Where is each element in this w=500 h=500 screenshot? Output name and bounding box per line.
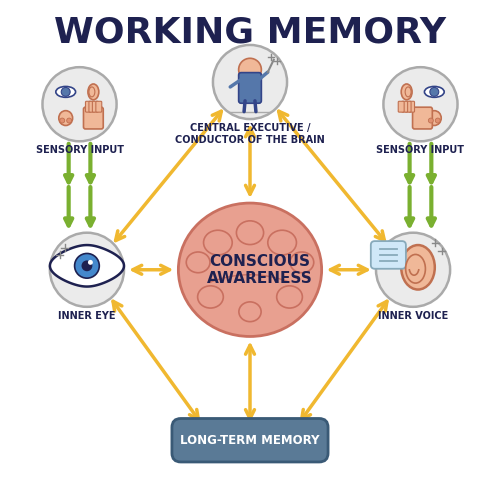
Circle shape bbox=[66, 118, 71, 123]
FancyBboxPatch shape bbox=[89, 102, 95, 112]
Ellipse shape bbox=[406, 254, 425, 283]
Circle shape bbox=[213, 45, 287, 119]
Ellipse shape bbox=[204, 230, 232, 255]
Text: INNER VOICE: INNER VOICE bbox=[378, 311, 448, 321]
Ellipse shape bbox=[276, 286, 302, 308]
Text: WORKING MEMORY: WORKING MEMORY bbox=[54, 16, 446, 50]
Text: LONG-TERM MEMORY: LONG-TERM MEMORY bbox=[180, 434, 320, 446]
Circle shape bbox=[60, 118, 64, 123]
Ellipse shape bbox=[401, 245, 435, 290]
FancyBboxPatch shape bbox=[371, 241, 406, 269]
FancyBboxPatch shape bbox=[402, 102, 407, 112]
Ellipse shape bbox=[424, 86, 444, 98]
Circle shape bbox=[42, 67, 117, 142]
Text: CONSCIOUS
AWARENESS: CONSCIOUS AWARENESS bbox=[207, 254, 313, 286]
Ellipse shape bbox=[401, 84, 412, 100]
Ellipse shape bbox=[405, 87, 411, 97]
FancyBboxPatch shape bbox=[96, 102, 102, 112]
Ellipse shape bbox=[186, 252, 210, 272]
FancyBboxPatch shape bbox=[172, 418, 328, 462]
Text: SENSORY INPUT: SENSORY INPUT bbox=[376, 145, 464, 155]
Text: INNER EYE: INNER EYE bbox=[58, 311, 116, 321]
Circle shape bbox=[376, 232, 450, 307]
Circle shape bbox=[436, 118, 440, 123]
Ellipse shape bbox=[88, 84, 99, 100]
Circle shape bbox=[384, 67, 458, 142]
FancyBboxPatch shape bbox=[398, 102, 404, 112]
Circle shape bbox=[50, 232, 124, 307]
FancyBboxPatch shape bbox=[405, 102, 411, 112]
Circle shape bbox=[88, 260, 93, 265]
Text: CENTRAL EXECUTIVE /
CONDUCTOR OF THE BRAIN: CENTRAL EXECUTIVE / CONDUCTOR OF THE BRA… bbox=[175, 123, 325, 146]
Ellipse shape bbox=[290, 252, 314, 272]
Ellipse shape bbox=[239, 302, 261, 322]
Ellipse shape bbox=[89, 87, 95, 97]
Ellipse shape bbox=[198, 286, 224, 308]
Circle shape bbox=[82, 260, 92, 271]
Ellipse shape bbox=[59, 110, 72, 126]
FancyBboxPatch shape bbox=[86, 102, 91, 112]
FancyBboxPatch shape bbox=[412, 107, 432, 129]
Circle shape bbox=[428, 118, 434, 123]
Ellipse shape bbox=[428, 110, 441, 126]
Ellipse shape bbox=[56, 86, 76, 98]
Polygon shape bbox=[50, 245, 124, 286]
Circle shape bbox=[74, 254, 100, 278]
Circle shape bbox=[61, 88, 70, 96]
Ellipse shape bbox=[236, 221, 264, 244]
FancyBboxPatch shape bbox=[84, 107, 103, 129]
Text: SENSORY INPUT: SENSORY INPUT bbox=[36, 145, 124, 155]
Ellipse shape bbox=[178, 203, 322, 336]
Ellipse shape bbox=[268, 230, 296, 255]
Circle shape bbox=[238, 58, 262, 81]
FancyBboxPatch shape bbox=[408, 102, 414, 112]
Circle shape bbox=[430, 88, 439, 96]
FancyBboxPatch shape bbox=[238, 72, 262, 103]
FancyBboxPatch shape bbox=[92, 102, 98, 112]
